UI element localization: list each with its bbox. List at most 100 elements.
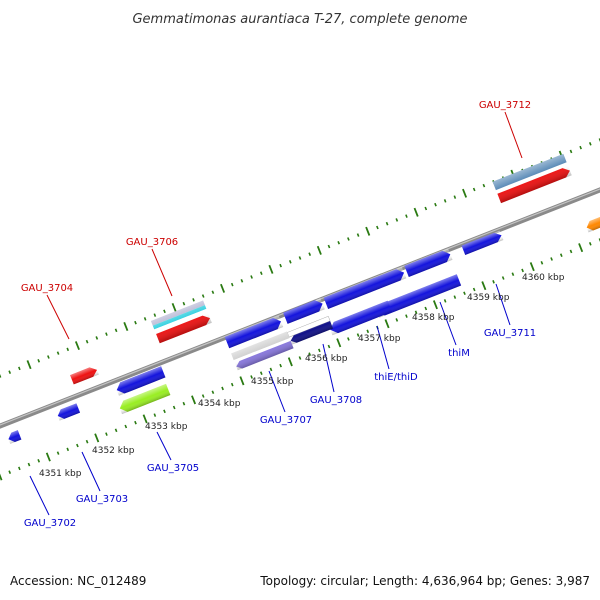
minor-tick — [28, 463, 29, 466]
gene-reverse-orange[interactable] — [585, 214, 600, 232]
gene-label[interactable]: thiE/thiD — [374, 372, 418, 383]
gene-label[interactable]: thiM — [448, 348, 470, 359]
minor-tick — [261, 272, 262, 275]
gene-label[interactable]: GAU_3708 — [310, 395, 362, 406]
gene-label[interactable]: GAU_3706 — [126, 237, 178, 248]
gene-label[interactable]: GAU_3702 — [24, 518, 76, 529]
minor-tick — [454, 296, 455, 299]
gene-GAU-3704[interactable] — [70, 365, 99, 384]
minor-tick — [406, 215, 407, 218]
minor-tick — [87, 340, 88, 343]
minor-tick — [270, 368, 271, 371]
minor-tick — [58, 452, 59, 455]
topology-summary: Topology: circular; Length: 4,636,964 bp… — [259, 574, 590, 588]
minor-tick — [241, 279, 242, 282]
minor-tick — [58, 352, 59, 355]
major-tick — [531, 262, 534, 270]
gene-GAU-3706[interactable] — [151, 300, 212, 343]
minor-tick — [106, 333, 107, 336]
minor-tick — [299, 257, 300, 260]
minor-tick — [425, 207, 426, 210]
minor-tick — [309, 253, 310, 256]
gene-features — [7, 154, 600, 444]
minor-tick — [570, 250, 571, 253]
minor-tick — [116, 429, 117, 432]
minor-tick — [212, 291, 213, 294]
minor-tick — [551, 258, 552, 261]
minor-tick — [367, 330, 368, 333]
leader-line — [82, 452, 100, 491]
minor-tick — [299, 357, 300, 360]
gene-label[interactable]: GAU_3711 — [484, 328, 536, 339]
minor-tick — [9, 471, 10, 474]
major-tick — [366, 227, 369, 235]
gene-label[interactable]: GAU_3703 — [76, 494, 128, 505]
minor-tick — [435, 203, 436, 206]
minor-tick — [154, 414, 155, 417]
map-title: Gemmatimonas aurantiaca T-27, complete g… — [132, 12, 467, 27]
minor-tick — [106, 433, 107, 436]
gene-label[interactable]: GAU_3712 — [479, 100, 531, 111]
minor-tick — [232, 383, 233, 386]
major-tick — [27, 360, 30, 368]
leader-line — [505, 112, 522, 158]
gene-GAU-3712[interactable] — [493, 154, 572, 203]
minor-tick — [232, 283, 233, 286]
minor-tick — [19, 467, 20, 470]
major-tick — [47, 453, 50, 461]
gene-label[interactable]: GAU_3705 — [147, 463, 199, 474]
minor-tick — [135, 321, 136, 324]
minor-tick — [503, 277, 504, 280]
major-tick — [415, 208, 418, 216]
scale-label: 4360 kbp — [522, 273, 565, 283]
minor-tick — [9, 371, 10, 374]
gene-GAU-3703[interactable] — [56, 403, 80, 420]
minor-tick — [396, 318, 397, 321]
major-tick — [579, 243, 582, 251]
minor-tick — [67, 348, 68, 351]
major-tick — [318, 246, 321, 254]
minor-tick — [454, 196, 455, 199]
minor-tick — [358, 234, 359, 237]
minor-tick — [445, 299, 446, 302]
scale-labels: 4351 kbp 4352 kbp 4353 kbp 4354 kbp 4355… — [39, 273, 565, 479]
scale-label: 4357 kbp — [358, 334, 401, 344]
major-tick — [337, 339, 340, 347]
gene-label[interactable]: GAU_3704 — [21, 283, 73, 294]
minor-tick — [590, 242, 591, 245]
minor-tick — [387, 222, 388, 225]
scale-label: 4351 kbp — [39, 469, 82, 479]
minor-tick — [145, 317, 146, 320]
inner-tick-ring — [0, 239, 600, 481]
major-tick — [463, 189, 466, 197]
major-tick — [240, 377, 243, 385]
minor-tick — [38, 459, 39, 462]
scale-label: 4359 kbp — [467, 293, 510, 303]
scale-label: 4358 kbp — [412, 313, 455, 323]
major-tick — [482, 282, 485, 290]
major-tick — [124, 322, 127, 330]
leader-line — [440, 302, 456, 345]
major-tick — [95, 434, 98, 442]
minor-tick — [425, 307, 426, 310]
leader-line — [152, 249, 172, 296]
minor-tick — [590, 142, 591, 145]
minor-tick — [174, 406, 175, 409]
minor-tick — [338, 241, 339, 244]
minor-tick — [570, 150, 571, 153]
minor-tick — [493, 280, 494, 283]
minor-tick — [38, 359, 39, 362]
gene-thiE-thiD[interactable] — [328, 301, 392, 336]
minor-tick — [561, 254, 562, 257]
major-tick — [192, 396, 195, 404]
gene-GAU-3702[interactable] — [7, 430, 22, 444]
leader-line — [496, 284, 510, 325]
leader-line — [47, 295, 69, 339]
minor-tick — [396, 218, 397, 221]
gene-label[interactable]: GAU_3707 — [260, 415, 312, 426]
minor-tick — [48, 356, 49, 359]
minor-tick — [96, 336, 97, 339]
minor-tick — [377, 226, 378, 229]
leader-line — [377, 326, 389, 369]
